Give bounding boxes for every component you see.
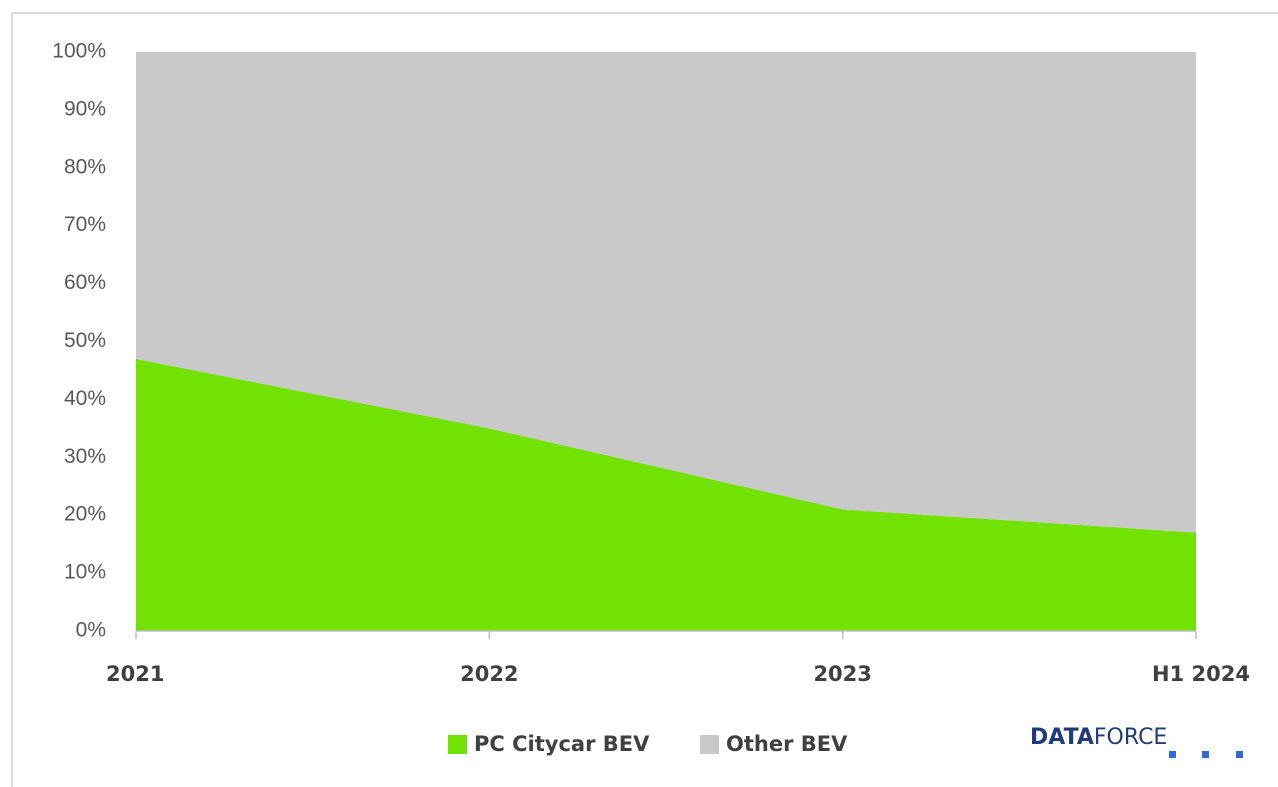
logo-bold: DATA [1030, 725, 1094, 750]
logo-text: DATAFORCE [1030, 725, 1167, 750]
x-tick-label: 2023 [813, 662, 871, 686]
y-tick-label: 40% [64, 387, 106, 410]
legend-label: Other BEV [726, 732, 848, 756]
y-tick-label: 90% [64, 97, 106, 120]
y-tick-label: 10% [64, 561, 106, 584]
y-tick-label: 20% [64, 503, 106, 526]
logo-light: FORCE [1094, 725, 1167, 750]
area [136, 52, 1196, 533]
logo-dot [1202, 751, 1209, 758]
legend-swatch [700, 735, 719, 754]
logo-dot [1236, 751, 1243, 758]
logo: DATAFORCE [1030, 725, 1243, 758]
y-tick-label: 60% [64, 271, 106, 294]
x-tick-label: 2022 [460, 662, 518, 686]
y-tick-label: 100% [52, 40, 106, 63]
x-tick-label: 2021 [106, 662, 164, 686]
legend-label: PC Citycar BEV [474, 732, 650, 756]
y-tick-label: 80% [64, 155, 106, 178]
logo-dot [1169, 751, 1176, 758]
y-tick-label: 30% [64, 445, 106, 468]
x-tick-label: H1 2024 [1152, 662, 1250, 686]
y-tick-label: 50% [64, 329, 106, 352]
y-tick-label: 70% [64, 213, 106, 236]
frame [11, 12, 1278, 787]
y-tick-label: 0% [76, 619, 106, 642]
area [136, 358, 1196, 631]
legend-swatch [448, 735, 467, 754]
